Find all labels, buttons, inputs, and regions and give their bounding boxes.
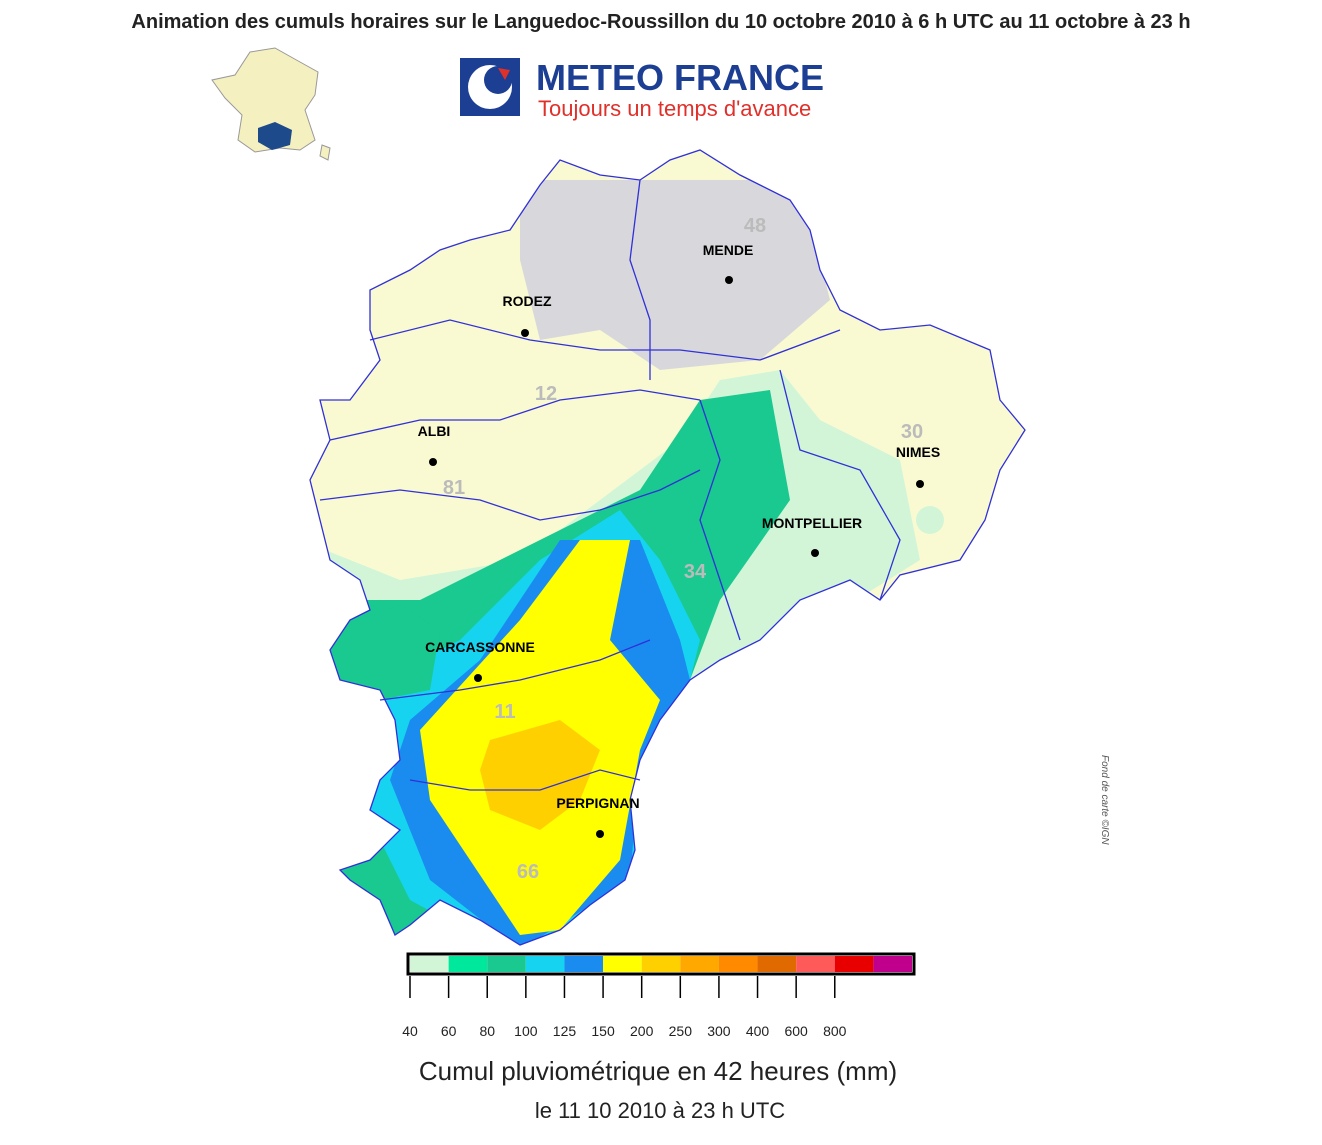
legend-tick-label: 40 <box>402 1023 418 1039</box>
legend-swatch <box>487 956 526 972</box>
department-number: 11 <box>494 701 515 723</box>
legend-tick-label: 60 <box>441 1023 457 1039</box>
legend-tick-label: 400 <box>746 1023 770 1039</box>
legend-swatch <box>603 956 642 972</box>
department-number: 66 <box>517 861 539 883</box>
city-label: MENDE <box>703 242 754 258</box>
city-dot <box>521 329 529 337</box>
legend-tick-label: 100 <box>514 1023 538 1039</box>
legend-swatch <box>564 956 604 972</box>
legend-tick-label: 250 <box>669 1023 693 1039</box>
cities: MENDE RODEZ ALBI NIMES MONTPELLIER CARCA… <box>418 242 940 838</box>
legend-swatch <box>834 956 874 972</box>
department-number: 81 <box>443 477 465 499</box>
legend-date: le 11 10 2010 à 23 h UTC <box>535 1098 785 1123</box>
city-dot <box>596 830 604 838</box>
city-dot <box>429 458 437 466</box>
france-inset <box>211 47 331 161</box>
legend: 40 60 80 100 125 150 200 250 300 400 600 800 <box>402 952 916 1039</box>
legend-title: Cumul pluviométrique en 42 heures (mm) <box>419 1056 897 1086</box>
city-label: PERPIGNAN <box>556 795 639 811</box>
legend-tick-label: 125 <box>553 1023 577 1039</box>
legend-swatch <box>680 956 719 972</box>
legend-frame <box>406 952 916 976</box>
page-title: Animation des cumuls horaires sur le Lan… <box>131 11 1190 33</box>
city-label: ALBI <box>418 423 451 439</box>
logo: METEO FRANCE Toujours un temps d'avance <box>460 57 824 121</box>
department-numbers: 48 12 81 30 34 11 66 <box>443 215 923 883</box>
city-label: MONTPELLIER <box>762 515 862 531</box>
legend-swatch <box>873 956 912 972</box>
legend-swatch <box>641 956 681 972</box>
legend-swatch <box>525 956 565 972</box>
department-number: 30 <box>901 421 923 443</box>
legend-swatch <box>796 956 835 972</box>
department-number: 48 <box>744 215 766 237</box>
city-label: CARCASSONNE <box>425 639 535 655</box>
region-outline <box>309 149 1026 946</box>
city-dot <box>474 674 482 682</box>
city-dot <box>916 480 924 488</box>
legend-tick-label: 800 <box>823 1023 847 1039</box>
city-dot <box>811 549 819 557</box>
legend-swatch <box>448 956 488 972</box>
legend-tick-label: 150 <box>591 1023 615 1039</box>
logo-slogan: Toujours un temps d'avance <box>538 96 811 121</box>
legend-tick-label: 600 <box>784 1023 808 1039</box>
department-borders <box>319 179 901 791</box>
legend-swatch <box>718 956 758 972</box>
department-number: 34 <box>684 561 707 583</box>
logo-name: METEO FRANCE <box>536 57 824 98</box>
legend-tick-label: 200 <box>630 1023 654 1039</box>
city-label: RODEZ <box>503 293 552 309</box>
department-number: 12 <box>535 383 557 405</box>
city-dot <box>725 276 733 284</box>
legend-tick-label: 300 <box>707 1023 731 1039</box>
legend-tick-label: 80 <box>479 1023 495 1039</box>
rain-map <box>310 150 1025 945</box>
legend-swatch <box>410 956 449 972</box>
city-label: NIMES <box>896 444 940 460</box>
legend-swatch <box>757 956 797 972</box>
map-credit: Fond de carte ©IGN <box>1099 755 1110 845</box>
